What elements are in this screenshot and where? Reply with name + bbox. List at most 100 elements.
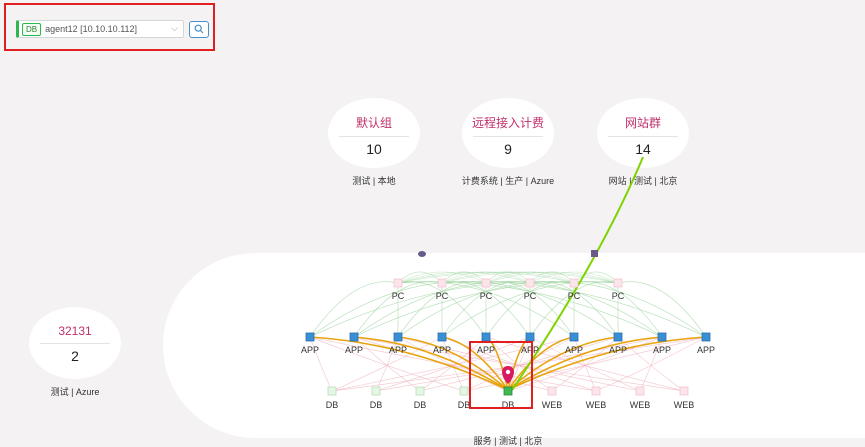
remote-group-link — [511, 156, 644, 391]
group-count: 10 — [366, 141, 382, 157]
app-node-icon[interactable] — [481, 332, 491, 342]
group-caption: 网站 | 测试 | 北京 — [608, 176, 678, 186]
app-focus-link — [507, 336, 663, 391]
group-bubble-website[interactable]: 网站群 14 — [597, 98, 689, 168]
app-node-label: APP — [389, 345, 407, 355]
group-count: 14 — [635, 141, 651, 157]
group-bubble-remote-billing[interactable]: 远程接入计费 9 — [462, 98, 554, 168]
app-node-label: APP — [477, 345, 495, 355]
group-bubble-32131[interactable]: 32131 2 — [29, 307, 121, 379]
group-name: 网站群 — [624, 116, 661, 130]
group-name: 32131 — [58, 324, 92, 338]
app-node-label: APP — [653, 345, 671, 355]
web-node-label: WEB — [674, 400, 695, 410]
db-type-tag: DB — [22, 22, 42, 36]
db-node-icon[interactable] — [327, 386, 337, 396]
db-node-label: DB — [326, 400, 339, 410]
pc-node-icon[interactable] — [569, 278, 579, 288]
app-node-icon[interactable] — [305, 332, 315, 342]
group-count: 2 — [71, 348, 79, 364]
pc-node-label: PC — [568, 291, 581, 301]
server-icon — [591, 250, 598, 257]
pc-pc-link — [529, 271, 619, 284]
pc-node-icon[interactable] — [525, 278, 535, 288]
app-focus-link — [507, 336, 619, 391]
db-node-icon-focused[interactable] — [503, 386, 513, 396]
app-node-icon[interactable] — [613, 332, 623, 342]
web-node-icon[interactable] — [547, 386, 557, 396]
app-db-link — [331, 336, 575, 392]
app-focus-link — [441, 336, 509, 391]
app-node-icon[interactable] — [437, 332, 447, 342]
agent-select[interactable]: DB agent12 [10.10.10.112] ⌵ — [16, 20, 184, 38]
group-caption: 测试 | Azure — [50, 387, 100, 397]
db-node-icon[interactable] — [371, 386, 381, 396]
db-node-label: DB — [414, 400, 427, 410]
app-db-link — [463, 336, 707, 392]
web-node-label: WEB — [542, 400, 563, 410]
highlight-box — [469, 341, 533, 409]
pc-pc-link — [441, 271, 531, 284]
app-node-label: APP — [609, 345, 627, 355]
location-pin-icon — [502, 366, 514, 384]
pc-node-label: PC — [480, 291, 493, 301]
web-node-label: WEB — [630, 400, 651, 410]
pc-node-icon[interactable] — [613, 278, 623, 288]
web-node-icon[interactable] — [679, 386, 689, 396]
app-node-label: APP — [521, 345, 539, 355]
group-name: 默认组 — [355, 116, 392, 130]
web-node-icon[interactable] — [635, 386, 645, 396]
divider — [339, 136, 409, 137]
app-node-label: APP — [433, 345, 451, 355]
divider — [473, 136, 543, 137]
db-node-icon[interactable] — [459, 386, 469, 396]
location-pin-dot — [505, 369, 511, 375]
pc-app-link — [617, 281, 707, 338]
app-node-label: APP — [301, 345, 319, 355]
pc-node-label: PC — [436, 291, 449, 301]
pc-node-label: PC — [524, 291, 537, 301]
web-node-icon[interactable] — [591, 386, 601, 396]
app-node-icon[interactable] — [657, 332, 667, 342]
app-node-icon[interactable] — [525, 332, 535, 342]
divider — [608, 136, 678, 137]
app-db-link — [331, 336, 707, 392]
web-node-label: WEB — [586, 400, 607, 410]
agent-search-panel: DB agent12 [10.10.10.112] ⌵ — [4, 3, 215, 51]
search-button[interactable] — [189, 20, 209, 38]
pc-node-icon[interactable] — [393, 278, 403, 288]
search-icon — [194, 24, 204, 34]
group-count: 9 — [504, 141, 512, 157]
app-node-icon[interactable] — [393, 332, 403, 342]
app-node-label: APP — [697, 345, 715, 355]
app-node-label: APP — [345, 345, 363, 355]
db-node-label: DB — [502, 400, 515, 410]
app-focus-link — [309, 336, 509, 391]
pc-node-label: PC — [392, 291, 405, 301]
pc-app-link — [309, 281, 399, 338]
app-node-icon[interactable] — [569, 332, 579, 342]
app-node-label: APP — [565, 345, 583, 355]
app-node-icon[interactable] — [701, 332, 711, 342]
pc-app-link — [309, 281, 487, 338]
app-focus-link — [353, 336, 509, 391]
pc-app-link — [441, 281, 619, 338]
app-node-icon[interactable] — [349, 332, 359, 342]
db-node-label: DB — [370, 400, 383, 410]
db-node-icon[interactable] — [415, 386, 425, 396]
app-db-link — [353, 336, 421, 392]
divider — [40, 343, 110, 344]
selected-group-caption: 服务 | 测试 | 北京 — [473, 436, 543, 446]
pc-node-label: PC — [612, 291, 625, 301]
chevron-down-icon: ⌵ — [171, 23, 178, 33]
app-db-link — [595, 336, 707, 392]
group-caption: 测试 | 本地 — [352, 176, 396, 186]
pc-node-icon[interactable] — [437, 278, 447, 288]
pc-node-icon[interactable] — [481, 278, 491, 288]
group-bubble-default[interactable]: 默认组 10 — [328, 98, 420, 168]
pc-pc-link — [397, 271, 487, 284]
app-focus-link — [397, 336, 509, 391]
app-focus-link — [507, 336, 575, 391]
cloud-icon — [418, 251, 426, 257]
